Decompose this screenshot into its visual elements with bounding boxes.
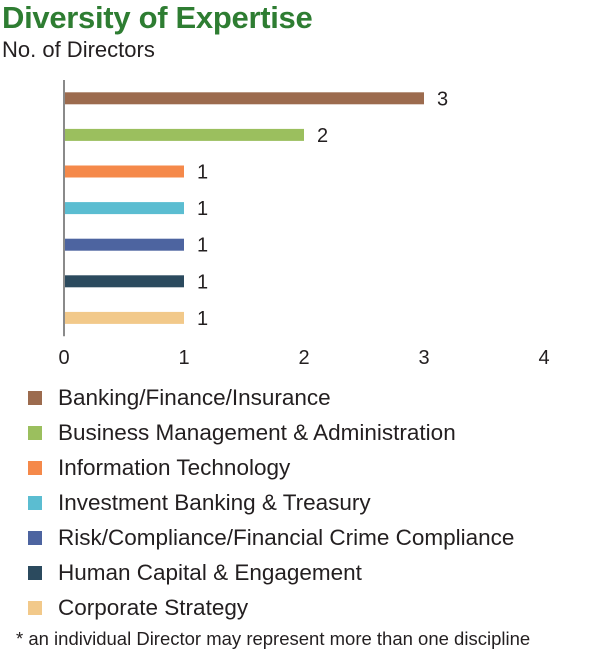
bar-5 xyxy=(65,238,184,251)
chart-title: Diversity of Expertise xyxy=(2,0,313,35)
data-label-5: 1 xyxy=(197,235,208,257)
legend-swatch xyxy=(28,530,42,545)
data-label-6: 1 xyxy=(197,271,208,293)
data-label-3: 1 xyxy=(197,162,208,184)
data-label-4: 1 xyxy=(197,198,208,220)
chart-subtitle: No. of Directors xyxy=(2,37,155,62)
legend-item: Investment Banking & Treasury xyxy=(28,485,514,520)
bar-1 xyxy=(65,92,424,105)
x-tick-label-4: 4 xyxy=(538,347,549,369)
x-tick-label-0: 0 xyxy=(58,347,69,369)
bar-6 xyxy=(65,275,184,288)
data-label-1: 3 xyxy=(437,88,448,110)
legend-label: Information Technology xyxy=(58,454,291,480)
legend-swatch xyxy=(28,425,42,440)
legend-label: Investment Banking & Treasury xyxy=(58,489,371,515)
legend-label: Corporate Strategy xyxy=(58,594,249,620)
bar-2 xyxy=(65,128,304,141)
legend-item: Human Capital & Engagement xyxy=(28,555,514,590)
legend-label: Business Management & Administration xyxy=(58,419,456,445)
x-tick-label-3: 3 xyxy=(418,347,429,369)
data-label-2: 2 xyxy=(317,125,328,147)
x-tick-label-1: 1 xyxy=(178,347,189,369)
legend-label: Human Capital & Engagement xyxy=(58,559,362,585)
legend-swatch xyxy=(28,495,42,510)
legend-item: Risk/Compliance/Financial Crime Complian… xyxy=(28,520,514,555)
legend-item: Information Technology xyxy=(28,450,514,485)
legend-swatch xyxy=(28,390,42,405)
legend-item: Banking/Finance/Insurance xyxy=(28,380,514,415)
chart-legend: Banking/Finance/Insurance Business Manage… xyxy=(28,380,514,625)
legend-swatch xyxy=(28,565,42,580)
legend-swatch xyxy=(28,600,42,615)
legend-label: Banking/Finance/Insurance xyxy=(58,384,331,410)
data-label-7: 1 xyxy=(197,308,208,330)
bar-4 xyxy=(65,202,184,215)
legend-item: Business Management & Administration xyxy=(28,415,514,450)
legend-item: Corporate Strategy xyxy=(28,590,514,625)
footnote: * an individual Director may represent m… xyxy=(16,628,531,649)
legend-swatch xyxy=(28,460,42,475)
bar-3 xyxy=(65,165,184,178)
x-tick-label-2: 2 xyxy=(298,347,309,369)
bar-7 xyxy=(65,311,184,324)
legend-label: Risk/Compliance/Financial Crime Complian… xyxy=(58,524,515,550)
